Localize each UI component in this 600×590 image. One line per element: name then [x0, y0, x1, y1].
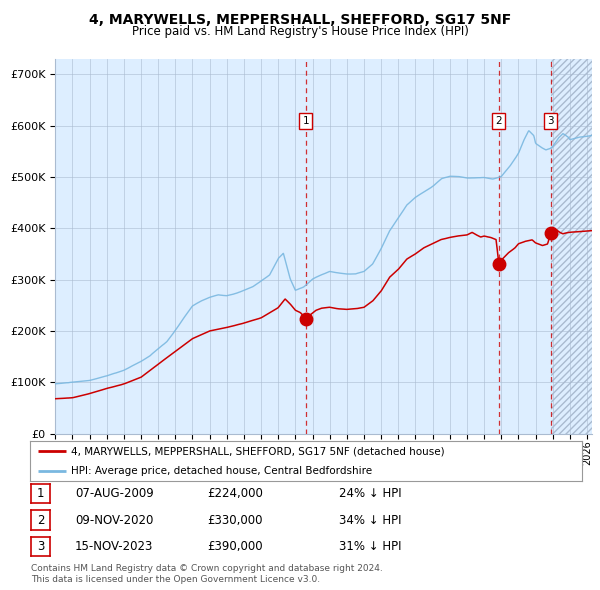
Text: 4, MARYWELLS, MEPPERSHALL, SHEFFORD, SG17 5NF (detached house): 4, MARYWELLS, MEPPERSHALL, SHEFFORD, SG1… — [71, 446, 445, 456]
Text: 1: 1 — [302, 116, 309, 126]
Text: 07-AUG-2009: 07-AUG-2009 — [75, 487, 154, 500]
Text: £330,000: £330,000 — [207, 514, 263, 527]
Text: This data is licensed under the Open Government Licence v3.0.: This data is licensed under the Open Gov… — [31, 575, 320, 584]
Text: Contains HM Land Registry data © Crown copyright and database right 2024.: Contains HM Land Registry data © Crown c… — [31, 565, 383, 573]
Text: 24% ↓ HPI: 24% ↓ HPI — [339, 487, 401, 500]
Text: 31% ↓ HPI: 31% ↓ HPI — [339, 540, 401, 553]
Bar — [551, 59, 592, 434]
Text: 3: 3 — [547, 116, 554, 126]
Text: 15-NOV-2023: 15-NOV-2023 — [75, 540, 154, 553]
Text: £390,000: £390,000 — [207, 540, 263, 553]
Text: 34% ↓ HPI: 34% ↓ HPI — [339, 514, 401, 527]
Text: Price paid vs. HM Land Registry's House Price Index (HPI): Price paid vs. HM Land Registry's House … — [131, 25, 469, 38]
Text: 2: 2 — [496, 116, 502, 126]
Text: 09-NOV-2020: 09-NOV-2020 — [75, 514, 154, 527]
Text: HPI: Average price, detached house, Central Bedfordshire: HPI: Average price, detached house, Cent… — [71, 466, 373, 476]
Text: 2: 2 — [37, 513, 44, 527]
Text: 3: 3 — [37, 540, 44, 553]
Text: 1: 1 — [37, 487, 44, 500]
Text: 4, MARYWELLS, MEPPERSHALL, SHEFFORD, SG17 5NF: 4, MARYWELLS, MEPPERSHALL, SHEFFORD, SG1… — [89, 13, 511, 27]
Text: £224,000: £224,000 — [207, 487, 263, 500]
